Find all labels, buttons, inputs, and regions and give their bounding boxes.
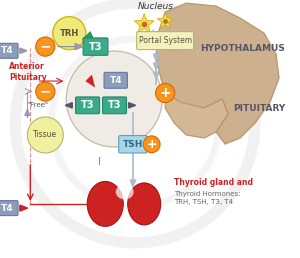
FancyBboxPatch shape bbox=[76, 97, 100, 114]
Text: Portal System: Portal System bbox=[139, 36, 192, 45]
Ellipse shape bbox=[116, 184, 134, 199]
Polygon shape bbox=[165, 93, 228, 138]
Text: +: + bbox=[146, 138, 157, 151]
Polygon shape bbox=[147, 29, 159, 42]
Text: I: I bbox=[98, 157, 101, 167]
Text: Tissue: Tissue bbox=[33, 131, 57, 140]
FancyBboxPatch shape bbox=[137, 32, 194, 50]
Polygon shape bbox=[154, 54, 159, 61]
Polygon shape bbox=[130, 142, 136, 149]
Text: T3: T3 bbox=[81, 100, 94, 110]
Text: Nucleus: Nucleus bbox=[138, 2, 174, 11]
Circle shape bbox=[143, 136, 160, 153]
Text: T3: T3 bbox=[108, 100, 121, 110]
Text: "Free": "Free" bbox=[27, 102, 48, 108]
Ellipse shape bbox=[87, 181, 123, 226]
Text: TRH: TRH bbox=[60, 29, 79, 38]
Polygon shape bbox=[75, 44, 83, 50]
Text: −: − bbox=[40, 85, 51, 99]
FancyBboxPatch shape bbox=[0, 43, 18, 58]
Text: T3: T3 bbox=[89, 42, 102, 52]
Polygon shape bbox=[130, 180, 136, 187]
Polygon shape bbox=[134, 14, 154, 33]
Text: T4: T4 bbox=[1, 204, 13, 213]
Polygon shape bbox=[65, 103, 72, 108]
Polygon shape bbox=[83, 32, 96, 45]
Ellipse shape bbox=[128, 183, 161, 225]
Text: HYPOTHALAMUS: HYPOTHALAMUS bbox=[200, 44, 285, 53]
Circle shape bbox=[36, 82, 55, 101]
Polygon shape bbox=[156, 3, 279, 144]
Text: −: − bbox=[40, 39, 51, 54]
FancyBboxPatch shape bbox=[103, 97, 127, 114]
Polygon shape bbox=[129, 103, 136, 108]
FancyBboxPatch shape bbox=[119, 136, 147, 153]
Polygon shape bbox=[20, 48, 27, 53]
Polygon shape bbox=[157, 13, 173, 28]
Circle shape bbox=[66, 51, 162, 147]
Polygon shape bbox=[154, 63, 159, 70]
Text: Thyroid Hormones:
TRH, TSH, T3, T4: Thyroid Hormones: TRH, TSH, T3, T4 bbox=[174, 191, 241, 205]
FancyBboxPatch shape bbox=[104, 72, 128, 88]
Circle shape bbox=[27, 117, 63, 153]
Text: T4: T4 bbox=[110, 76, 122, 85]
Text: T4: T4 bbox=[1, 46, 13, 55]
Circle shape bbox=[53, 17, 86, 50]
Polygon shape bbox=[154, 72, 159, 79]
FancyBboxPatch shape bbox=[0, 201, 18, 216]
Circle shape bbox=[36, 37, 55, 56]
Text: TSH: TSH bbox=[123, 140, 143, 149]
Polygon shape bbox=[20, 205, 28, 211]
Text: Anterior
Pituitary: Anterior Pituitary bbox=[9, 62, 47, 82]
Polygon shape bbox=[25, 109, 30, 116]
Text: Thyroid gland and: Thyroid gland and bbox=[174, 179, 253, 187]
Polygon shape bbox=[86, 75, 95, 87]
Text: +: + bbox=[159, 86, 171, 100]
FancyBboxPatch shape bbox=[83, 38, 108, 55]
Circle shape bbox=[156, 83, 175, 103]
Text: PITUITARY: PITUITARY bbox=[233, 103, 285, 112]
